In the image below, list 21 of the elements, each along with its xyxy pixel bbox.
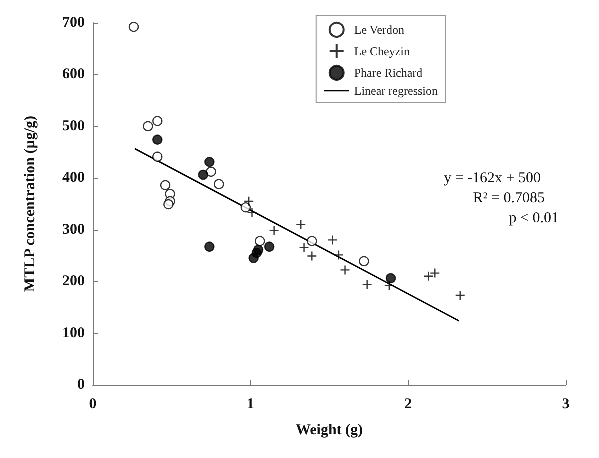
legend-label: Linear regression — [354, 84, 438, 98]
y-tick-label: 200 — [62, 274, 85, 290]
legend-label: Le Cheyzin — [354, 44, 410, 58]
y-tick-label: 0 — [78, 377, 85, 393]
annotation: y = -162x + 500 — [444, 170, 542, 186]
x-tick-label: 3 — [562, 396, 570, 412]
annotation: p < 0.01 — [509, 210, 560, 226]
x-tick-label: 2 — [404, 396, 412, 412]
y-tick-label: 700 — [62, 15, 85, 31]
y-tick-label: 600 — [62, 66, 85, 83]
legend-label: Le Verdon — [354, 23, 404, 37]
x-tick-label: 0 — [89, 396, 97, 412]
annotation: R² = 0.7085 — [473, 190, 546, 206]
x-axis-title: Weight (g) — [296, 422, 364, 438]
y-tick-label: 500 — [62, 118, 85, 134]
y-tick-label: 400 — [62, 170, 85, 186]
y-tick-label: 300 — [62, 222, 85, 238]
y-tick-label: 100 — [62, 325, 85, 342]
x-tick-label: 1 — [246, 396, 254, 412]
legend-label: Phare Richard — [354, 66, 423, 80]
y-axis-title: MTLP concentration (µg/g) — [22, 116, 38, 292]
